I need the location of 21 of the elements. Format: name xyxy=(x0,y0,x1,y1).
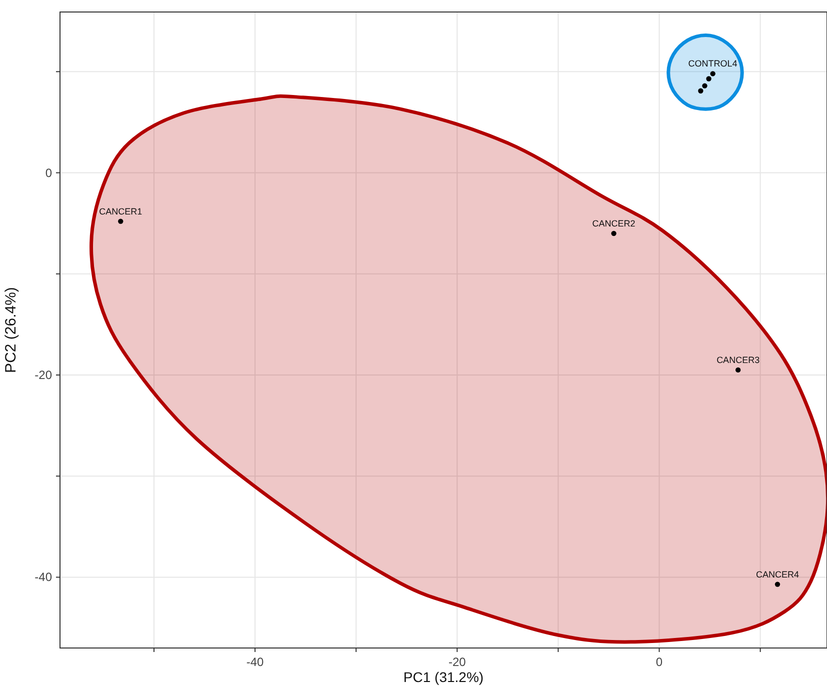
annotation: CANCER2 xyxy=(592,218,636,228)
point xyxy=(774,582,780,587)
point xyxy=(702,83,708,88)
annotation: CANCER4 xyxy=(756,569,799,580)
y-tick-label: 0 xyxy=(45,166,52,180)
point xyxy=(611,230,616,236)
point xyxy=(706,76,712,82)
x-axis-title: PC1 (31.2%) xyxy=(403,669,484,685)
point xyxy=(735,367,741,373)
annotation: CANCER3 xyxy=(716,354,760,365)
y-tick-label: -40 xyxy=(34,570,52,584)
annotation: CANCER1 xyxy=(99,206,142,216)
x-tick-label: -20 xyxy=(448,655,466,669)
y-tick-label: -20 xyxy=(34,368,52,382)
x-tick-label: 0 xyxy=(656,655,663,669)
point xyxy=(698,88,704,94)
annotation: CONTROL4 xyxy=(688,58,738,69)
x-tick-label: -40 xyxy=(246,655,264,669)
point xyxy=(710,71,716,76)
y-axis-title: PC2 (26.4%) xyxy=(2,287,20,373)
point xyxy=(118,218,124,224)
